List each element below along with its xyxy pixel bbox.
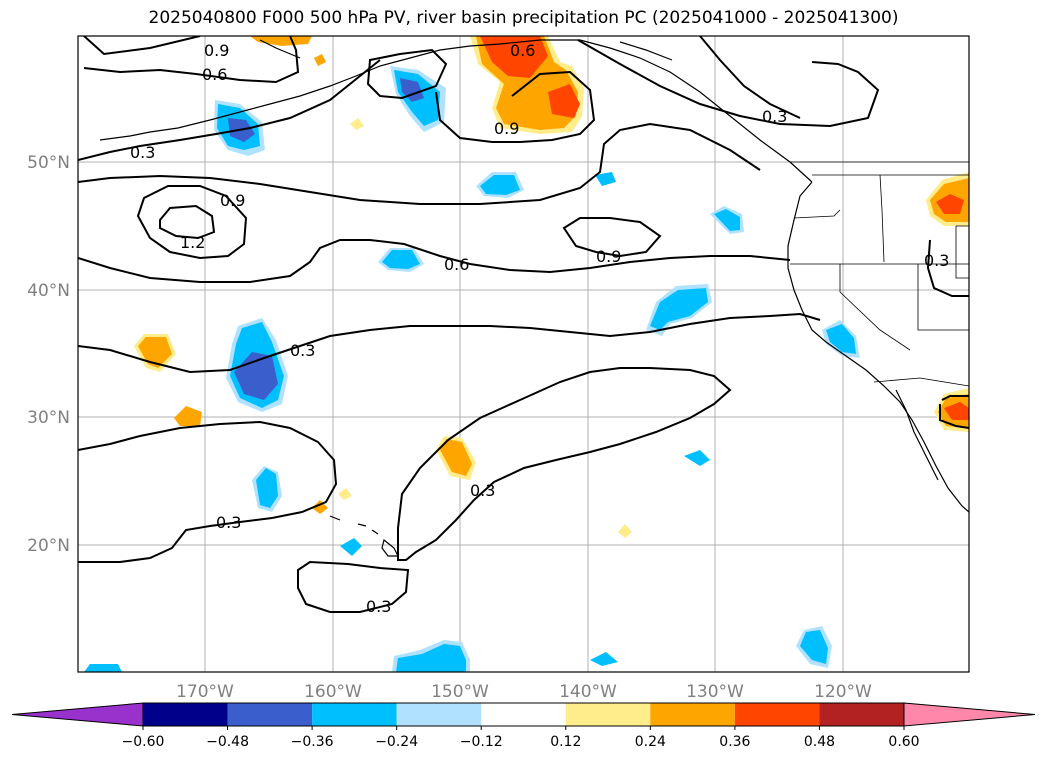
contour-label: 0.9 (596, 247, 621, 266)
colorbar-segment (734, 703, 820, 726)
colorbar-segment (565, 703, 651, 726)
contour-label: 0.6 (202, 65, 227, 84)
contour-label: 0.3 (470, 481, 495, 500)
contour-label: 0.3 (762, 107, 787, 126)
lat-label: 30°N (27, 408, 70, 428)
lat-label: 50°N (27, 153, 70, 173)
colorbar-segment (819, 703, 904, 726)
lon-label: 160°W (304, 682, 362, 702)
state-borders (790, 161, 969, 387)
lat-label: 40°N (27, 281, 70, 301)
colorbar-segment (481, 703, 566, 726)
contour-label: 0.6 (444, 255, 469, 274)
contour-label: 0.9 (220, 191, 245, 210)
lon-label: 120°W (814, 682, 872, 702)
colorbar-tick-label: −0.24 (375, 734, 418, 750)
colorbar-tick-label: 0.48 (804, 734, 835, 750)
contour-label: 0.9 (204, 41, 229, 60)
colorbar-tick-label: 0.36 (719, 734, 750, 750)
colorbar-tick-label: −0.36 (291, 734, 334, 750)
colorbar-tick-label: 0.60 (888, 734, 919, 750)
colorbar-tick-label: −0.12 (460, 734, 503, 750)
colorbar-tick-label: 0.12 (550, 734, 581, 750)
colorbar-segment (227, 703, 313, 726)
map-frame (77, 35, 970, 673)
contour-label: 0.3 (216, 513, 241, 532)
pv-contours (78, 36, 969, 613)
colorbar-segment (650, 703, 735, 726)
colorbar-tick-label: −0.48 (206, 734, 249, 750)
colorbar-tick-label: 0.24 (635, 734, 666, 750)
contour-label: 0.3 (130, 143, 155, 162)
colorbar-segment (143, 703, 228, 726)
contour-label: 0.9 (494, 119, 519, 138)
colorbar-segment (312, 703, 397, 726)
lat-label: 20°N (27, 536, 70, 556)
contour-label: 0.3 (924, 251, 949, 270)
lon-label: 140°W (559, 682, 617, 702)
colorbar-tick-label: −0.60 (122, 734, 165, 750)
map-title: 2025040800 F000 500 hPa PV, river basin … (148, 8, 899, 28)
colorbar: −0.60 −0.48 −0.36 −0.24 −0.12 0.12 0.24 0.36 0.4… (11, 702, 1036, 750)
longitude-labels: 170°W 160°W 150°W 140°W 130°W 120°W (176, 682, 872, 702)
contour-label: 0.3 (366, 597, 391, 616)
colorbar-frame (142, 702, 905, 727)
colorbar-extend-low (11, 702, 144, 727)
lon-label: 170°W (176, 682, 234, 702)
latitude-labels: 50°N 40°N 30°N 20°N (27, 153, 70, 556)
contour-labels: 0.9 0.6 0.6 0.9 0.3 0.3 0.9 1.2 0.6 0.9 … (130, 41, 949, 616)
colorbar-segment (396, 703, 482, 726)
contour-label: 1.2 (180, 233, 205, 252)
contour-label: 0.6 (510, 41, 535, 60)
lon-label: 150°W (431, 682, 489, 702)
lon-label: 130°W (686, 682, 744, 702)
contour-label: 0.3 (290, 341, 315, 360)
coastlines (99, 39, 969, 557)
colorbar-extend-high (903, 702, 1036, 727)
